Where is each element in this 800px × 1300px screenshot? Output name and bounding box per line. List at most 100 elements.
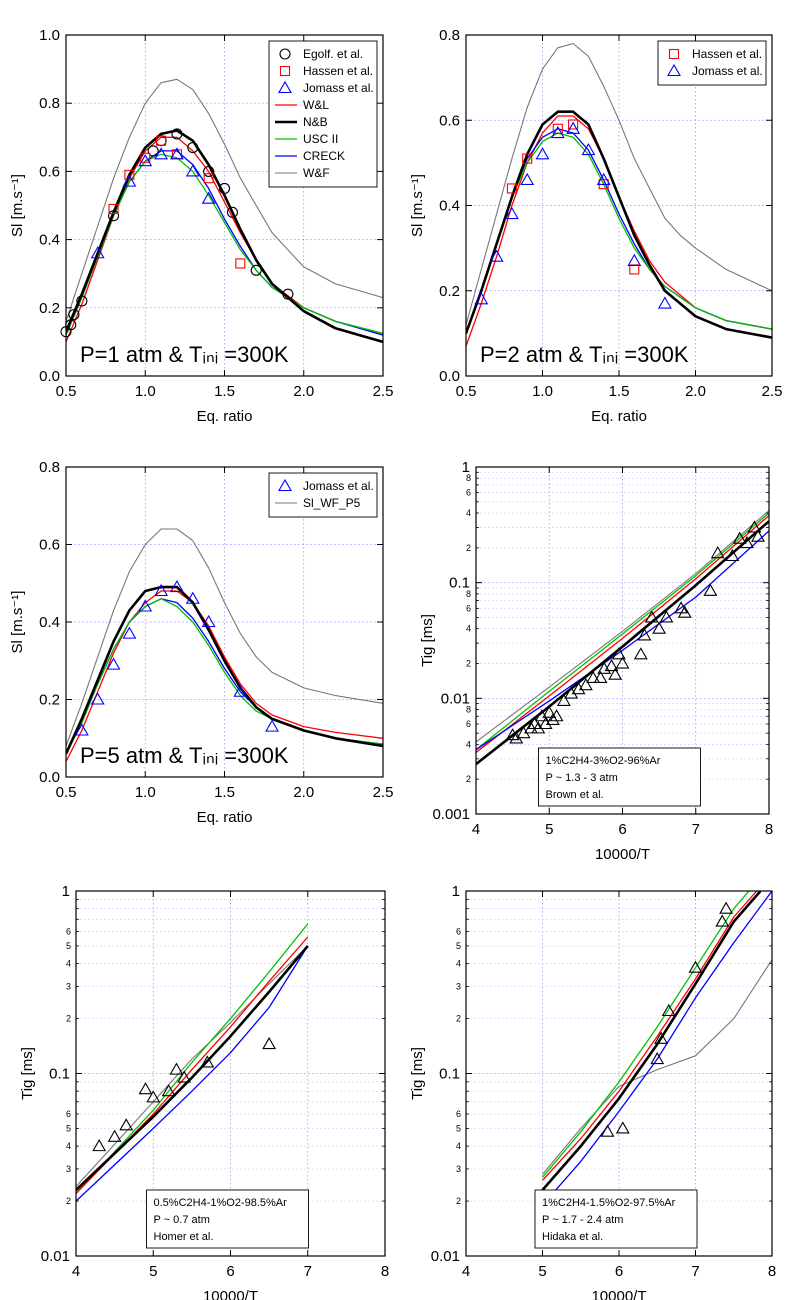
data-point-triangle: [725, 548, 740, 562]
x-tick-label: 2.0: [293, 383, 314, 400]
data-markers: [92, 1036, 277, 1152]
y-minor-tick-label: 6: [466, 603, 471, 613]
data-point-circle: [171, 128, 183, 140]
x-tick-label: 5: [545, 821, 553, 838]
y-tick-label: 0.4: [39, 614, 60, 631]
data-point-triangle: [201, 191, 216, 204]
data-point-triangle: [657, 296, 672, 309]
series-line: [76, 945, 309, 1191]
y-minor-tick-label: 5: [66, 941, 71, 951]
data-markers: [600, 901, 734, 1137]
data-point-square: [203, 173, 214, 184]
y-minor-tick-label: 6: [456, 926, 461, 936]
data-point-square: [140, 152, 151, 163]
data-point-square: [108, 203, 119, 214]
data-point-triangle: [122, 626, 137, 639]
data-point-triangle: [615, 656, 630, 669]
condition-label: P=2 atm & Tᵢₙᵢ =300K: [480, 342, 689, 367]
x-tick-label: 0.5: [56, 784, 77, 801]
y-tick-label: 0.0: [439, 368, 460, 385]
x-tick-label: 4: [462, 1263, 470, 1280]
data-point-square: [506, 183, 517, 194]
data-point-circle: [250, 264, 262, 276]
data-markers: [74, 580, 279, 736]
annotation-line: Homer et al.: [154, 1231, 214, 1243]
data-point-square: [156, 135, 167, 146]
data-point-triangle: [531, 721, 546, 734]
x-tick-label: 2.0: [293, 784, 314, 801]
data-point-triangle: [520, 172, 535, 185]
data-point-triangle: [92, 1139, 107, 1152]
y-tick-label: 0.2: [439, 283, 460, 300]
x-tick-label: 2.5: [373, 784, 394, 801]
y-minor-tick-label: 6: [466, 719, 471, 729]
x-tick-label: 7: [691, 1263, 699, 1280]
data-point-triangle: [566, 121, 581, 134]
data-point-triangle: [170, 147, 184, 160]
series-line: [76, 936, 309, 1194]
chart-panel-c: 0.5 1.0 1.5 2.0 2.5 0.0 0.2 0.4 0.6 0.8 Eq. ratio S…: [9, 459, 393, 826]
data-point-triangle: [90, 246, 105, 259]
x-tick-label: 6: [615, 1263, 623, 1280]
y-minor-tick-label: 4: [466, 508, 471, 518]
data-point-triangle: [185, 591, 200, 604]
x-tick-label: 4: [472, 821, 480, 838]
data-point-triangle: [650, 1051, 665, 1065]
grid: [476, 467, 769, 814]
y-minor-tick-label: 3: [456, 981, 461, 991]
data-point-triangle: [523, 721, 538, 734]
y-tick-label: 0.1: [49, 1066, 70, 1083]
y-tick-label: 0.0: [39, 368, 60, 385]
y-minor-tick-label: 4: [66, 1141, 71, 1151]
data-point-triangle: [265, 719, 279, 732]
data-markers: [474, 119, 672, 309]
series-line: [542, 891, 758, 1181]
y-tick-label: 1: [452, 883, 460, 900]
data-point-triangle: [652, 621, 667, 634]
legend-marker-triangle: [278, 478, 292, 492]
data-point-triangle: [107, 1129, 122, 1142]
chart-panel-d: 4 5 6 7 8 0.001 0.01 0.1 1 2 4 6 8 2 4 6 8 2 4 6 8 10000/T Tig…: [419, 459, 773, 863]
data-point-triangle: [161, 1084, 176, 1097]
data-point-triangle: [489, 249, 504, 262]
data-point-triangle: [627, 253, 642, 266]
series-line: [76, 923, 309, 1194]
annotation-line: Brown et al.: [546, 789, 604, 801]
data-point-triangle: [534, 709, 549, 722]
data-point-triangle: [138, 599, 153, 612]
y-minor-tick-label: 8: [466, 589, 471, 599]
annotation-line: 1%C2H4-3%O2-96%Ar: [546, 755, 661, 767]
chart-panel-b: 0.5 1.0 1.5 2.0 2.5 0.0 0.2 0.4 0.6 0.8 Eq. ratio S…: [409, 27, 782, 425]
data-point-square: [629, 264, 640, 275]
data-point-triangle: [633, 647, 648, 660]
legend-label: Jomass et al.: [303, 81, 374, 95]
x-axis-label: 10000/T: [591, 1288, 646, 1300]
data-point-triangle: [615, 1121, 630, 1134]
y-tick-label: 0.8: [39, 95, 60, 112]
data-point-circle: [68, 309, 80, 321]
data-point-circle: [282, 288, 294, 300]
data-point-circle: [218, 182, 231, 194]
data-point-triangle: [740, 535, 754, 549]
y-minor-tick-label: 6: [66, 926, 71, 936]
data-point-triangle: [654, 1031, 669, 1044]
x-axis-label: 10000/T: [203, 1288, 258, 1300]
legend-label: Jomass et al.: [692, 64, 763, 78]
legend-label: USC II: [303, 132, 338, 146]
x-tick-label: 7: [692, 821, 700, 838]
y-minor-tick-label: 6: [66, 1109, 71, 1119]
annotation-box: 1%C2H4-1.5%O2-97.5%Ar P ~ 1.7 - 2.4 atm Hi…: [534, 1189, 698, 1249]
series-line: [76, 945, 309, 1187]
annotation-frame: [146, 1189, 309, 1249]
annotation-line: 0.5%C2H4-1%O2-98.5%Ar: [154, 1197, 288, 1209]
x-tick-label: 8: [768, 1263, 776, 1280]
data-point-triangle: [538, 716, 553, 730]
y-axis-label: Tig [ms]: [419, 614, 436, 667]
series-lines: [66, 528, 383, 762]
ticks: 4 5 6 7 8 0.01 0.1 1 2 3 4 5 6 2 3 4 5 6: [431, 883, 776, 1280]
legend-label: Jomass et al.: [303, 479, 374, 493]
series-line: [466, 42, 772, 326]
y-minor-tick-label: 4: [66, 959, 71, 969]
annotation-frame: [538, 747, 701, 807]
series-lines: [466, 42, 772, 347]
